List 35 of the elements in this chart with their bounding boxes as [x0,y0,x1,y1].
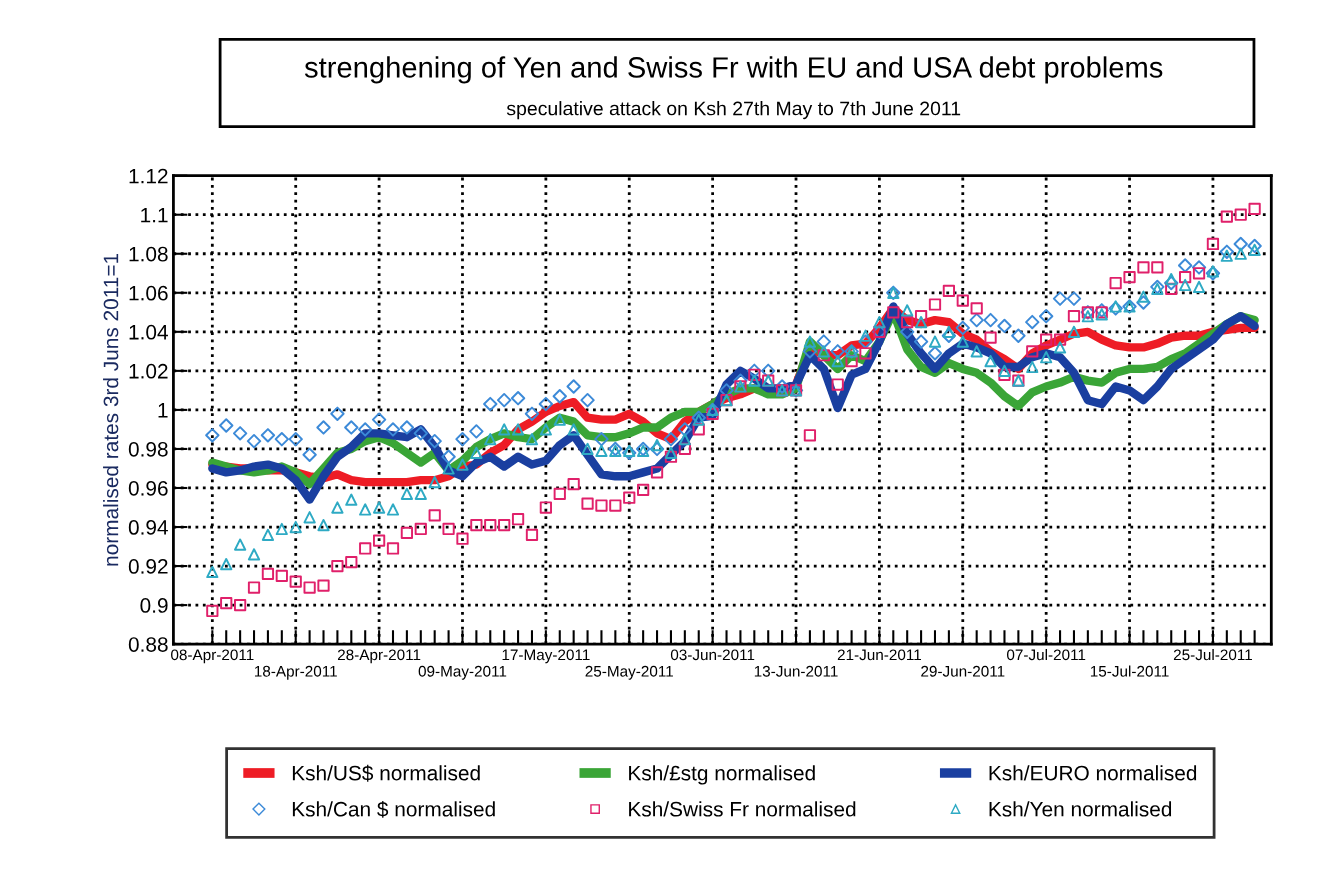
y-tick-label: 1.08 [129,246,168,262]
x-tick-label: 18-Apr-2011 [254,665,337,680]
chart-title: strenghening of Yen and Swiss Fr with EU and USA debt problems [304,56,1163,84]
y-tick-label: 1.04 [129,324,168,340]
y-tick-label: 0.94 [128,520,168,535]
legend-label: Ksh/Swiss Fr normalised [629,801,856,817]
x-tick-label: 15-Jul-2011 [1090,665,1169,677]
x-tick-label: 17-May-2011 [502,649,590,664]
x-tick-label: 21-Jun-2011 [837,649,921,661]
x-tick-label: 25-Jul-2011 [1173,649,1252,661]
y-tick-label: 0.88 [128,637,168,652]
x-tick-label: 08-Apr-2011 [171,649,254,664]
y-tick-label: 1.1 [141,207,168,223]
x-tick-label: 28-Apr-2011 [337,649,421,664]
y-tick-label: 0.92 [128,559,168,574]
y-tick-label: 0.9 [140,598,168,613]
x-tick-label: 09-May-2011 [418,665,507,680]
y-axis-title: normalised rates 3rd Juns 2011=1 [103,253,119,566]
x-tick-label: 07-Jul-2011 [1006,649,1086,661]
x-tick-label: 25-May-2011 [585,665,673,680]
y-tick-label: 1 [158,403,168,418]
legend-label: Ksh/EURO normalised [989,765,1197,781]
x-tick-label: 03-Jun-2011 [670,649,755,661]
legend-label: Ksh/£stg normalised [629,765,815,785]
legend-label: Ksh/Yen normalised [989,801,1172,817]
x-tick-label: 13-Jun-2011 [754,665,838,677]
chart-subtitle: speculative attack on Ksh 27th May to 7th June 2011 [506,101,961,120]
y-tick-label: 1.12 [129,168,168,184]
y-tick-label: 0.98 [128,441,168,457]
legend-label: Ksh/US$ normalised [292,764,480,782]
legend-label: Ksh/Can $ normalised [292,800,495,818]
y-tick-label: 0.96 [128,480,168,496]
y-tick-label: 1.02 [129,363,168,379]
x-tick-label: 29-Jun-2011 [921,665,1005,677]
y-tick-label: 1.06 [129,285,168,301]
